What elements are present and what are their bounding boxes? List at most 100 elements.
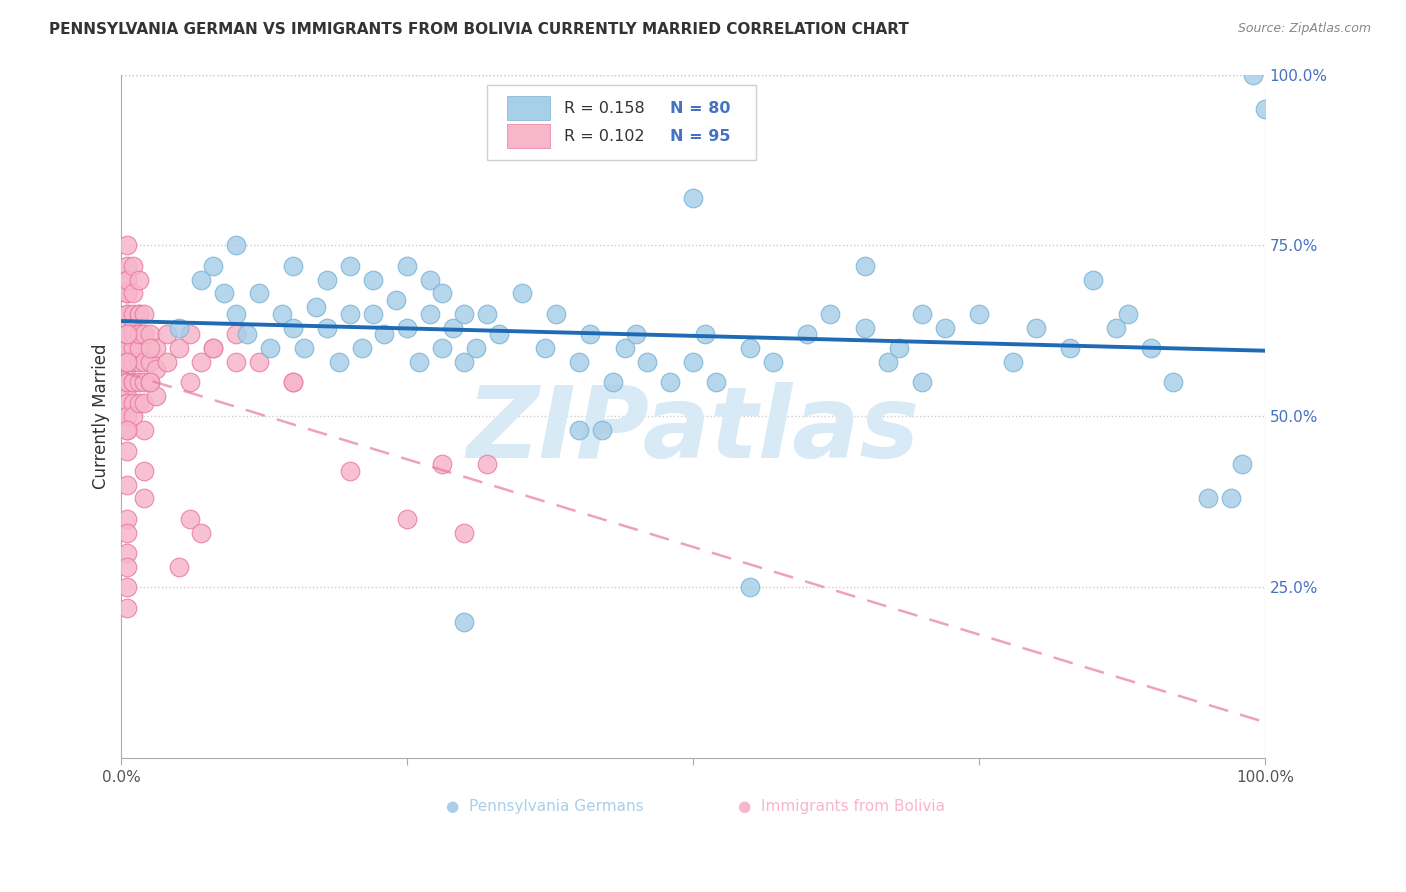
Point — [115, 512, 138, 526]
Point — [740, 581, 762, 595]
Point — [115, 423, 138, 437]
Point — [115, 355, 138, 369]
Point — [488, 327, 510, 342]
Point — [115, 376, 138, 390]
Point — [1002, 355, 1025, 369]
Point — [115, 376, 138, 390]
Point — [201, 341, 224, 355]
Point — [115, 443, 138, 458]
Point — [876, 355, 898, 369]
Point — [453, 355, 475, 369]
Point — [579, 327, 602, 342]
Point — [591, 423, 613, 437]
Point — [396, 259, 419, 273]
Point — [1254, 102, 1277, 116]
Point — [122, 286, 145, 301]
Point — [430, 458, 453, 472]
Point — [190, 273, 212, 287]
Point — [128, 341, 150, 355]
Y-axis label: Currently Married: Currently Married — [93, 343, 110, 489]
Point — [1116, 307, 1139, 321]
Point — [568, 423, 591, 437]
Point — [693, 327, 716, 342]
Point — [225, 238, 247, 252]
Point — [636, 355, 658, 369]
Point — [247, 355, 270, 369]
Point — [115, 423, 138, 437]
Point — [167, 560, 190, 574]
Text: Source: ZipAtlas.com: Source: ZipAtlas.com — [1237, 22, 1371, 36]
Text: R = 0.102: R = 0.102 — [564, 129, 644, 144]
Point — [236, 327, 259, 342]
Point — [316, 320, 339, 334]
Point — [281, 376, 304, 390]
Text: ●  Immigrants from Bolivia: ● Immigrants from Bolivia — [738, 799, 945, 814]
Point — [128, 376, 150, 390]
Point — [453, 525, 475, 540]
Point — [139, 327, 162, 342]
Point — [704, 376, 727, 390]
Point — [122, 259, 145, 273]
Point — [179, 327, 201, 342]
Point — [225, 355, 247, 369]
Point — [122, 327, 145, 342]
Point — [464, 341, 486, 355]
Point — [134, 423, 156, 437]
Point — [115, 601, 138, 615]
Point — [115, 546, 138, 560]
Point — [853, 320, 876, 334]
Point — [128, 327, 150, 342]
Point — [853, 259, 876, 273]
Point — [122, 327, 145, 342]
Point — [115, 478, 138, 492]
Point — [281, 320, 304, 334]
Point — [225, 327, 247, 342]
Point — [281, 376, 304, 390]
Point — [115, 238, 138, 252]
Point — [339, 307, 361, 321]
Point — [122, 376, 145, 390]
Point — [122, 409, 145, 424]
Point — [122, 396, 145, 410]
Point — [613, 341, 636, 355]
Point — [115, 341, 138, 355]
Point — [967, 307, 990, 321]
Point — [510, 286, 533, 301]
Point — [115, 341, 138, 355]
Point — [430, 286, 453, 301]
Point — [139, 355, 162, 369]
Point — [190, 525, 212, 540]
Point — [179, 376, 201, 390]
Point — [259, 341, 281, 355]
Point — [682, 191, 704, 205]
Point — [128, 327, 150, 342]
Point — [385, 293, 408, 308]
Point — [453, 307, 475, 321]
Point — [544, 307, 567, 321]
Point — [139, 376, 162, 390]
Point — [281, 259, 304, 273]
Point — [1139, 341, 1161, 355]
Point — [139, 341, 162, 355]
Point — [292, 341, 315, 355]
Point — [247, 286, 270, 301]
Point — [1025, 320, 1047, 334]
Point — [115, 327, 138, 342]
Point — [156, 355, 179, 369]
Point — [134, 376, 156, 390]
Point — [453, 615, 475, 629]
Point — [115, 286, 138, 301]
Point — [122, 320, 145, 334]
Point — [1059, 341, 1081, 355]
Point — [430, 341, 453, 355]
Point — [225, 307, 247, 321]
Point — [682, 355, 704, 369]
Point — [373, 327, 395, 342]
Point — [305, 300, 328, 314]
Point — [134, 396, 156, 410]
Point — [190, 355, 212, 369]
Point — [145, 361, 167, 376]
Point — [134, 491, 156, 506]
Point — [115, 525, 138, 540]
Text: N = 80: N = 80 — [671, 101, 731, 116]
